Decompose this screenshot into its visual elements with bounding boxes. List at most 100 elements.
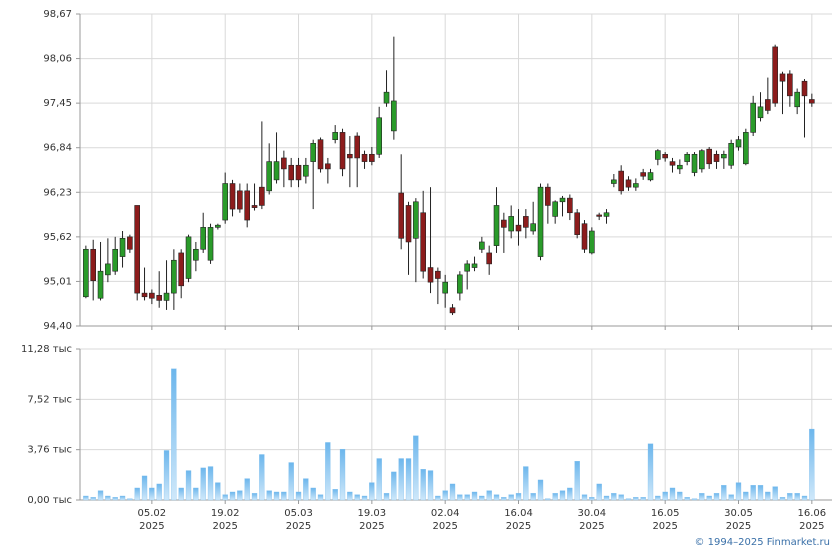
candle-body <box>163 292 170 301</box>
candle-body <box>545 186 551 206</box>
candle-body <box>779 73 786 82</box>
x-tick-year: 2025 <box>799 521 824 532</box>
x-tick-year: 2025 <box>579 521 604 532</box>
volume-bar <box>244 478 250 501</box>
candle-body <box>178 252 184 287</box>
candle-body <box>171 259 177 294</box>
x-tick-label: 16.06 <box>798 508 827 519</box>
volume-bar <box>574 461 580 501</box>
candle-body <box>559 197 566 203</box>
volume-bar <box>523 466 529 501</box>
candle-body <box>567 197 573 214</box>
volume-bar <box>339 448 346 501</box>
volume-bar <box>479 495 485 501</box>
volume-bar <box>787 493 793 501</box>
volume-bar <box>141 475 148 501</box>
candle-body <box>523 216 529 228</box>
volume-bar <box>501 497 507 501</box>
candle-body <box>427 267 434 283</box>
x-tick-label: 19.02 <box>211 508 240 519</box>
candle-body <box>728 143 734 166</box>
volume-bar <box>647 443 654 501</box>
volume-bar <box>567 487 573 501</box>
candle-body <box>347 153 353 159</box>
candle-body <box>229 183 236 210</box>
candle-body <box>493 205 500 246</box>
volume-bar <box>625 498 632 501</box>
volume-bar <box>684 497 690 501</box>
volume-bar <box>369 482 375 501</box>
volume-bar <box>215 482 221 501</box>
candle-body <box>801 80 808 97</box>
volume-bar <box>801 495 808 501</box>
x-tick-year: 2025 <box>359 521 384 532</box>
volume-bar <box>288 462 294 501</box>
volume-bar <box>662 491 668 501</box>
volume-bar <box>618 494 624 501</box>
volume-bar <box>361 495 368 501</box>
volume-bar <box>515 493 522 501</box>
y-tick-label: 0,00 тыс <box>27 495 72 506</box>
y-tick-label: 7,52 тыс <box>27 394 72 405</box>
volume-bar <box>435 495 441 501</box>
volume-bar <box>779 497 786 501</box>
candle-body <box>589 230 595 254</box>
volume-bar <box>376 458 382 501</box>
candle-body <box>464 263 470 272</box>
y-tick-label: 96,84 <box>43 143 72 154</box>
candle-body <box>735 139 742 148</box>
candle-body <box>237 190 243 210</box>
candle-body <box>259 186 265 206</box>
candle-body <box>618 170 624 192</box>
y-tick-label: 11,28 тыс <box>21 344 72 355</box>
volume-bar <box>728 494 734 501</box>
y-tick-label: 3,76 тыс <box>27 445 72 456</box>
volume-bar <box>222 494 228 501</box>
candle-body <box>200 227 206 250</box>
volume-bar <box>105 495 111 501</box>
candle-body <box>794 91 800 108</box>
candle-body <box>141 292 148 298</box>
candle-body <box>413 201 419 239</box>
volume-bar <box>185 470 192 501</box>
candle-body <box>193 248 199 261</box>
volume-bar <box>471 491 478 501</box>
candle-body <box>288 164 294 181</box>
candle-body <box>134 205 140 294</box>
candle-body <box>669 161 676 166</box>
candle-body <box>303 164 309 177</box>
volume-bar <box>537 479 544 501</box>
candle-body <box>376 117 382 155</box>
candle-body <box>149 292 155 299</box>
volume-bar <box>251 493 258 501</box>
candle-body <box>625 179 632 188</box>
candle-body <box>97 270 104 299</box>
candle-body <box>119 238 126 257</box>
y-tick-label: 98,06 <box>43 54 72 65</box>
candle-body <box>611 179 617 184</box>
candle-body <box>156 295 162 301</box>
volume-bar <box>706 495 712 501</box>
candle-body <box>787 73 793 97</box>
candle-body <box>603 212 610 217</box>
candle-body <box>383 91 390 104</box>
volume-bar <box>427 470 434 501</box>
candle-body <box>222 183 228 221</box>
candle-body <box>721 153 727 159</box>
candle-body <box>207 227 214 261</box>
volume-bar <box>149 487 155 501</box>
candle-body <box>332 132 338 140</box>
volume-bar <box>449 483 456 501</box>
candle-body <box>391 100 397 132</box>
candle-body <box>185 236 192 279</box>
x-tick-label: 05.03 <box>284 508 313 519</box>
candle-body <box>83 248 89 298</box>
x-tick-label: 30.04 <box>578 508 607 519</box>
volume-bar <box>229 491 236 501</box>
volume-bar <box>119 495 126 501</box>
candle-body <box>449 307 456 314</box>
volume-bar <box>310 487 316 501</box>
candle-body <box>713 153 720 162</box>
volume-bar <box>552 493 558 501</box>
